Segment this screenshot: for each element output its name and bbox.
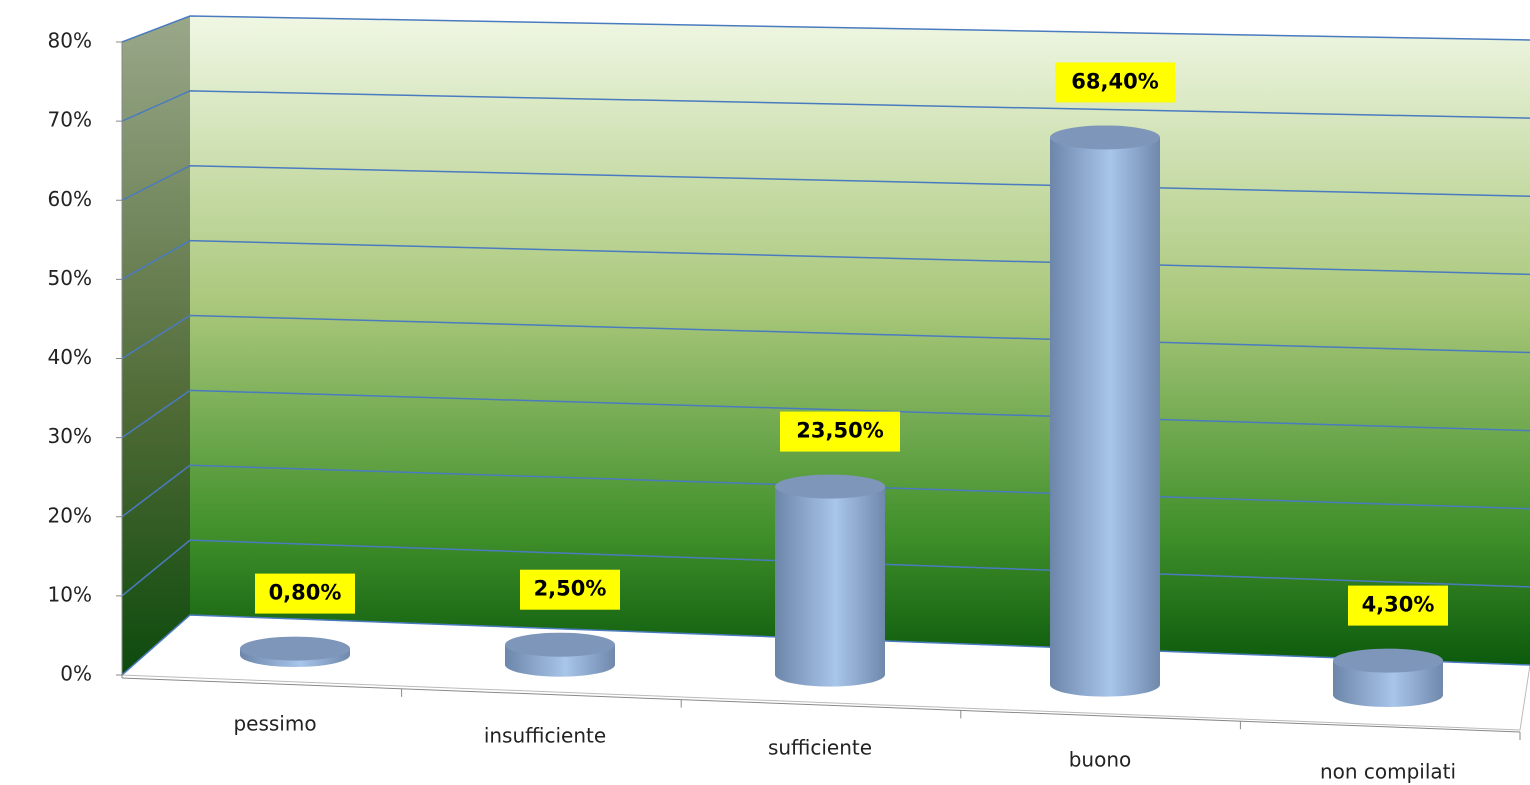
value-label: 68,40% bbox=[1071, 69, 1158, 93]
bar bbox=[1333, 660, 1443, 708]
value-label: 0,80% bbox=[269, 581, 342, 605]
x-tick-label: sufficiente bbox=[768, 736, 872, 760]
y-tick-label: 50% bbox=[48, 266, 92, 290]
x-tick-label: buono bbox=[1069, 748, 1132, 772]
x-tick-label: insufficiente bbox=[484, 724, 606, 748]
y-tick-label: 10% bbox=[48, 582, 92, 606]
x-tick-label: pessimo bbox=[233, 712, 316, 736]
bar-top bbox=[775, 474, 885, 499]
grid-line bbox=[121, 15, 1530, 43]
value-label-bg bbox=[1348, 585, 1448, 626]
grid-line bbox=[121, 90, 1530, 122]
back-wall bbox=[190, 16, 1530, 665]
x-tick-label: non compilati bbox=[1320, 760, 1456, 784]
value-label: 2,50% bbox=[534, 577, 607, 601]
bar bbox=[1050, 137, 1160, 697]
y-tick-label: 80% bbox=[48, 29, 92, 53]
bar-top bbox=[1050, 125, 1160, 150]
bar-top bbox=[1333, 648, 1443, 673]
value-label: 4,30% bbox=[1362, 593, 1435, 617]
side-wall bbox=[122, 16, 190, 675]
value-label-bg bbox=[255, 573, 355, 614]
value-label-bg bbox=[780, 411, 900, 452]
y-tick-label: 0% bbox=[60, 662, 92, 686]
y-tick-label: 60% bbox=[48, 187, 92, 211]
y-tick-label: 30% bbox=[48, 424, 92, 448]
bar bbox=[775, 486, 885, 687]
y-tick-label: 70% bbox=[48, 108, 92, 132]
y-tick-label: 40% bbox=[48, 345, 92, 369]
value-label-bg bbox=[520, 569, 620, 610]
value-label: 23,50% bbox=[796, 419, 883, 443]
y-tick-label: 20% bbox=[48, 503, 92, 527]
value-label-bg bbox=[1055, 62, 1175, 103]
bar-top bbox=[240, 636, 350, 661]
x-axis bbox=[121, 677, 1521, 733]
bar-top bbox=[505, 632, 615, 657]
